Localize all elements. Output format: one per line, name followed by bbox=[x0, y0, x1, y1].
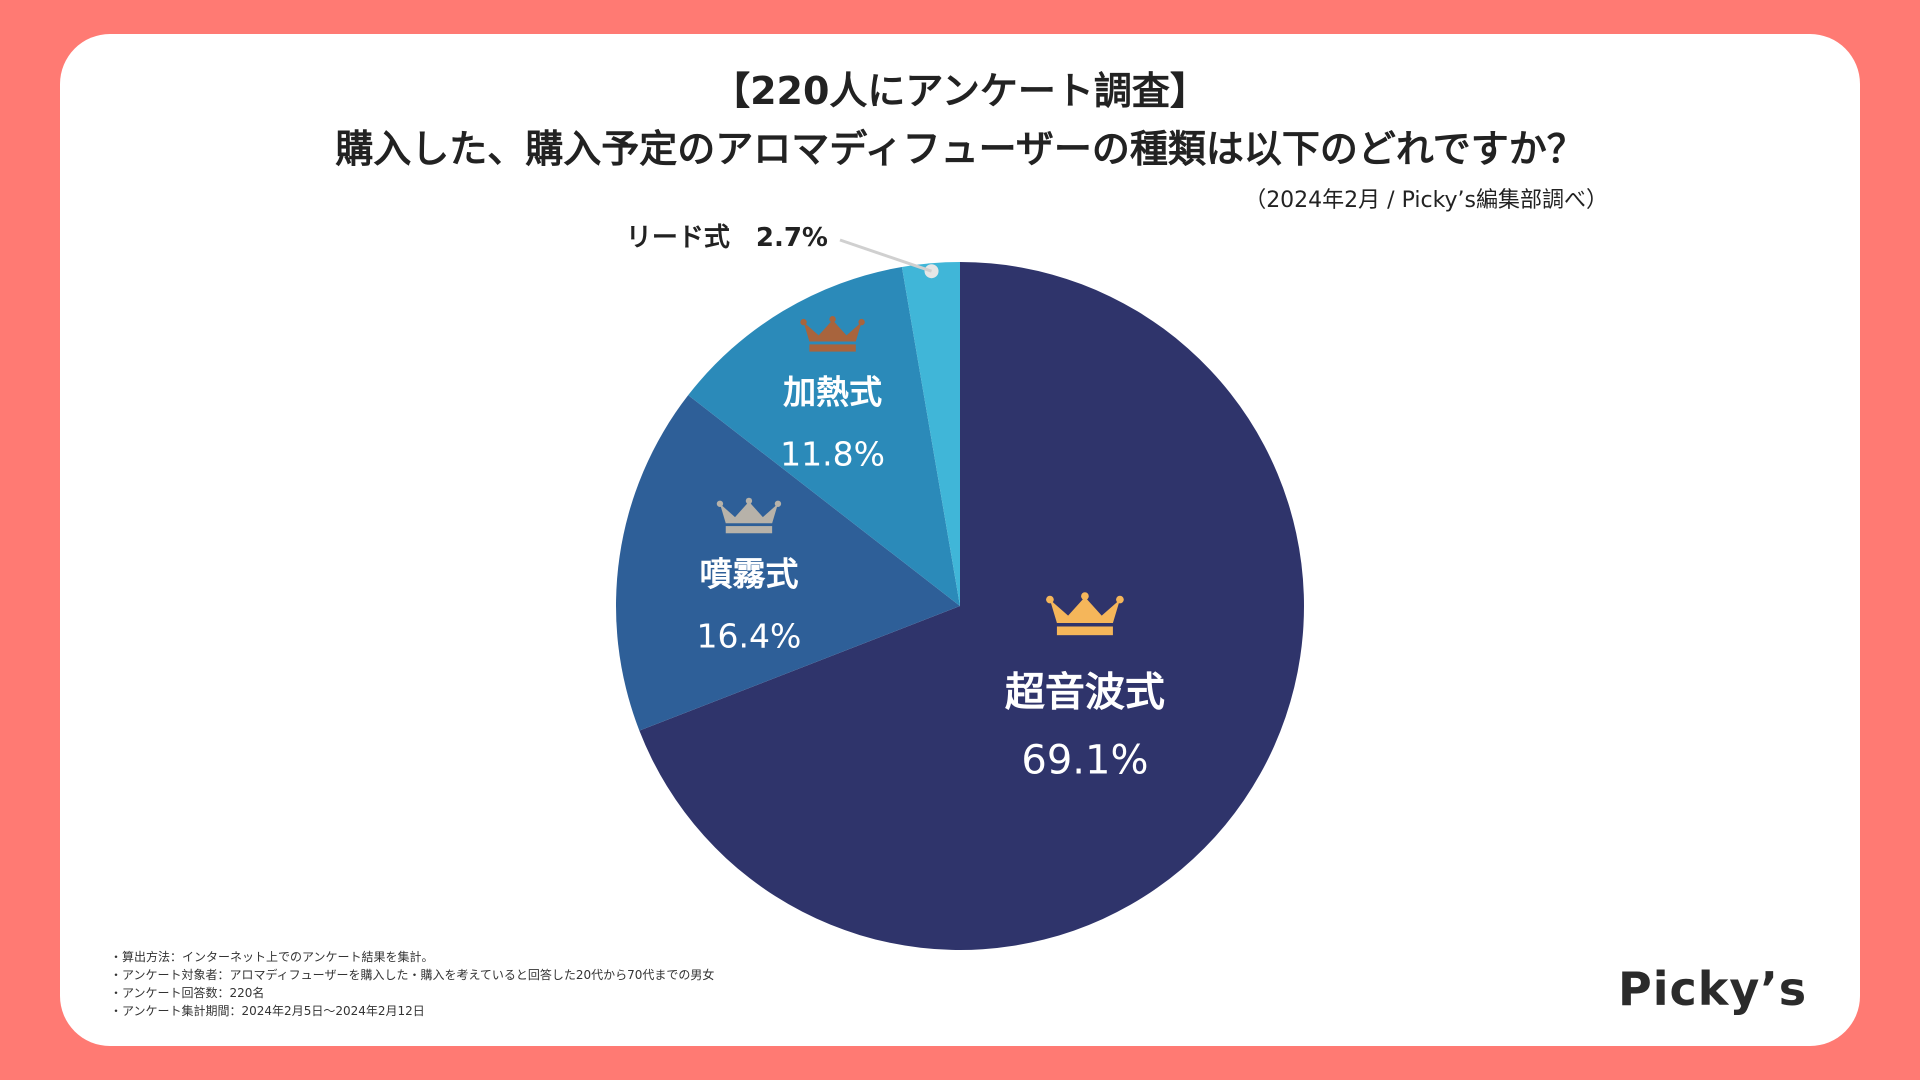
footnote-line: ・算出方法：インターネット上でのアンケート結果を集計。 bbox=[110, 950, 434, 964]
slice-value-label: 69.1% bbox=[1021, 737, 1148, 783]
footnote-line: ・アンケート対象者：アロマディフューザーを購入した・購入を考えていると回答した2… bbox=[110, 968, 715, 982]
callout-line bbox=[839, 238, 933, 273]
pie-slice bbox=[639, 262, 1305, 950]
footnote-line: ・アンケート集計期間：2024年2月5日〜2024年2月12日 bbox=[110, 1004, 425, 1018]
slice-label: リード式 2.7% bbox=[626, 223, 828, 253]
source-note: （2024年2月 / Picky’s編集部調べ） bbox=[1244, 188, 1608, 213]
chart-title-line1: 【220人にアンケート調査】 bbox=[712, 69, 1208, 113]
footnote-line: ・アンケート回答数：220名 bbox=[110, 986, 265, 1000]
slice-value-label: 11.8% bbox=[780, 435, 885, 474]
slice-label: 加熱式 bbox=[783, 373, 882, 412]
crown-icon bbox=[716, 497, 782, 534]
pie-slice bbox=[616, 395, 960, 731]
slice-label: 超音波式 bbox=[1005, 669, 1165, 715]
footnotes: ・算出方法：インターネット上でのアンケート結果を集計。 ・アンケート対象者：アロ… bbox=[110, 948, 714, 1020]
pie-slice bbox=[901, 262, 960, 606]
crown-icon bbox=[800, 316, 865, 352]
chart-title-line2: 購入した、購入予定のアロマディフューザーの種類は以下のどれですか？ bbox=[335, 127, 1585, 171]
pie-slice bbox=[688, 266, 960, 606]
picky-s-logo: Picky’s bbox=[1618, 962, 1808, 1016]
slice-value-label: 16.4% bbox=[697, 616, 802, 655]
slice-label: 噴霧式 bbox=[699, 554, 798, 593]
crown-icon bbox=[1046, 592, 1124, 636]
